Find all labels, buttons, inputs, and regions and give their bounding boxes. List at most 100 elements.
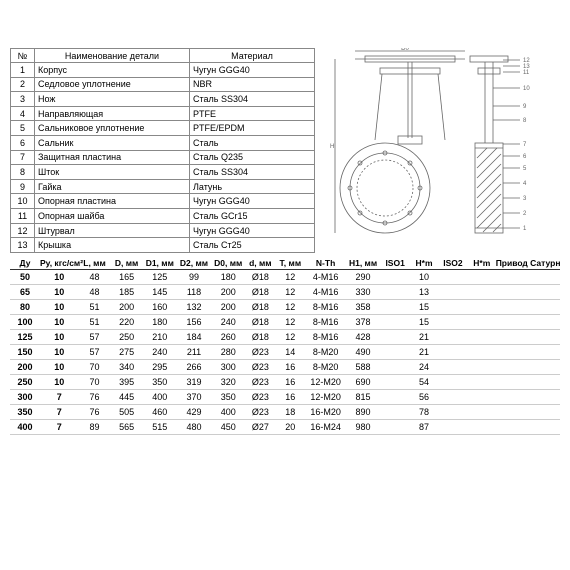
cell: 184 <box>177 330 211 345</box>
cell: 10 <box>40 330 79 345</box>
cell: 10 <box>40 285 79 300</box>
col-header: H1, мм <box>346 257 380 270</box>
cell <box>438 270 468 285</box>
table-row: 9ГайкаЛатунь <box>11 179 315 194</box>
cell <box>438 315 468 330</box>
cell: Штурвал <box>35 223 190 238</box>
cell: Ø23 <box>245 375 275 390</box>
parts-table: № Наименование детали Материал 1КорпусЧу… <box>10 48 315 253</box>
cell: Направляющая <box>35 106 190 121</box>
parts-col-name: Наименование детали <box>35 49 190 63</box>
dimensions-table: ДуРу, кгс/см²L, ммD, ммD1, ммD2, ммD0, м… <box>10 257 560 435</box>
cell <box>380 270 410 285</box>
cell: Сталь <box>190 136 315 151</box>
cell: 505 <box>111 405 143 420</box>
cell: Сталь GCr15 <box>190 209 315 224</box>
cell: 48 <box>78 270 110 285</box>
cell: 8 <box>11 165 35 180</box>
table-row: 2Седловое уплотнениеNBR <box>11 77 315 92</box>
cell: 12 <box>275 300 305 315</box>
cell: 4-M16 <box>305 270 346 285</box>
cell <box>468 405 496 420</box>
cell <box>438 405 468 420</box>
cell <box>468 315 496 330</box>
cell: 48 <box>78 285 110 300</box>
cell <box>380 360 410 375</box>
table-row: 11Опорная шайбаСталь GCr15 <box>11 209 315 224</box>
cell: 12 <box>275 270 305 285</box>
cell: 76 <box>78 405 110 420</box>
cell <box>496 330 560 345</box>
cell: Корпус <box>35 63 190 78</box>
cell <box>496 390 560 405</box>
cell: 165 <box>111 270 143 285</box>
cell: 250 <box>10 375 40 390</box>
cell: 57 <box>78 345 110 360</box>
cell <box>496 270 560 285</box>
svg-text:5: 5 <box>523 166 527 172</box>
cell <box>468 285 496 300</box>
cell: 4 <box>11 106 35 121</box>
cell: 7 <box>40 420 79 435</box>
parts-col-material: Материал <box>190 49 315 63</box>
cell: Латунь <box>190 179 315 194</box>
cell: 15 <box>410 300 438 315</box>
cell: 400 <box>143 390 177 405</box>
col-header: ISO1 <box>380 257 410 270</box>
cell: Нож <box>35 92 190 107</box>
table-row: 300776445400370350Ø231612-M2081556 <box>10 390 560 405</box>
table-row: 5Сальниковое уплотнениеPTFE/EPDM <box>11 121 315 136</box>
cell: 260 <box>211 330 245 345</box>
cell: 10 <box>410 270 438 285</box>
cell <box>496 345 560 360</box>
cell: 24 <box>410 360 438 375</box>
cell: 320 <box>211 375 245 390</box>
cell: 65 <box>10 285 40 300</box>
table-row: 6СальникСталь <box>11 136 315 151</box>
table-row: 4НаправляющаяPTFE <box>11 106 315 121</box>
cell: 80 <box>10 300 40 315</box>
col-header: D1, мм <box>143 257 177 270</box>
cell: 16-M24 <box>305 420 346 435</box>
cell: 21 <box>410 345 438 360</box>
cell: 16 <box>275 375 305 390</box>
table-row: 1501057275240211280Ø23148-M2049021 <box>10 345 560 360</box>
cell: 16 <box>275 390 305 405</box>
cell <box>438 420 468 435</box>
cell: 428 <box>346 330 380 345</box>
cell: 300 <box>211 360 245 375</box>
cell: 145 <box>143 285 177 300</box>
cell: Ø18 <box>245 285 275 300</box>
table-row: 10Опорная пластинаЧугун GGG40 <box>11 194 315 209</box>
cell: 350 <box>10 405 40 420</box>
cell: 54 <box>410 375 438 390</box>
cell <box>380 405 410 420</box>
cell: 15 <box>410 315 438 330</box>
cell: 87 <box>410 420 438 435</box>
col-header: H*m <box>468 257 496 270</box>
col-header: D, мм <box>111 257 143 270</box>
cell: 12 <box>11 223 35 238</box>
cell: 429 <box>177 405 211 420</box>
cell: Опорная шайба <box>35 209 190 224</box>
svg-text:8: 8 <box>523 118 527 124</box>
cell: 78 <box>410 405 438 420</box>
svg-text:D0: D0 <box>401 48 409 52</box>
cell: Ø23 <box>245 360 275 375</box>
cell: 395 <box>111 375 143 390</box>
cell <box>496 360 560 375</box>
cell: 211 <box>177 345 211 360</box>
cell: 280 <box>211 345 245 360</box>
table-row: 8ШтокСталь SS304 <box>11 165 315 180</box>
cell: 125 <box>143 270 177 285</box>
cell: 445 <box>111 390 143 405</box>
cell: 266 <box>177 360 211 375</box>
cell: Ø18 <box>245 300 275 315</box>
table-row: 801051200160132200Ø18128-M1635815 <box>10 300 560 315</box>
cell: 588 <box>346 360 380 375</box>
cell: 57 <box>78 330 110 345</box>
cell: 56 <box>410 390 438 405</box>
cell: Опорная пластина <box>35 194 190 209</box>
cell: Гайка <box>35 179 190 194</box>
cell: 180 <box>143 315 177 330</box>
